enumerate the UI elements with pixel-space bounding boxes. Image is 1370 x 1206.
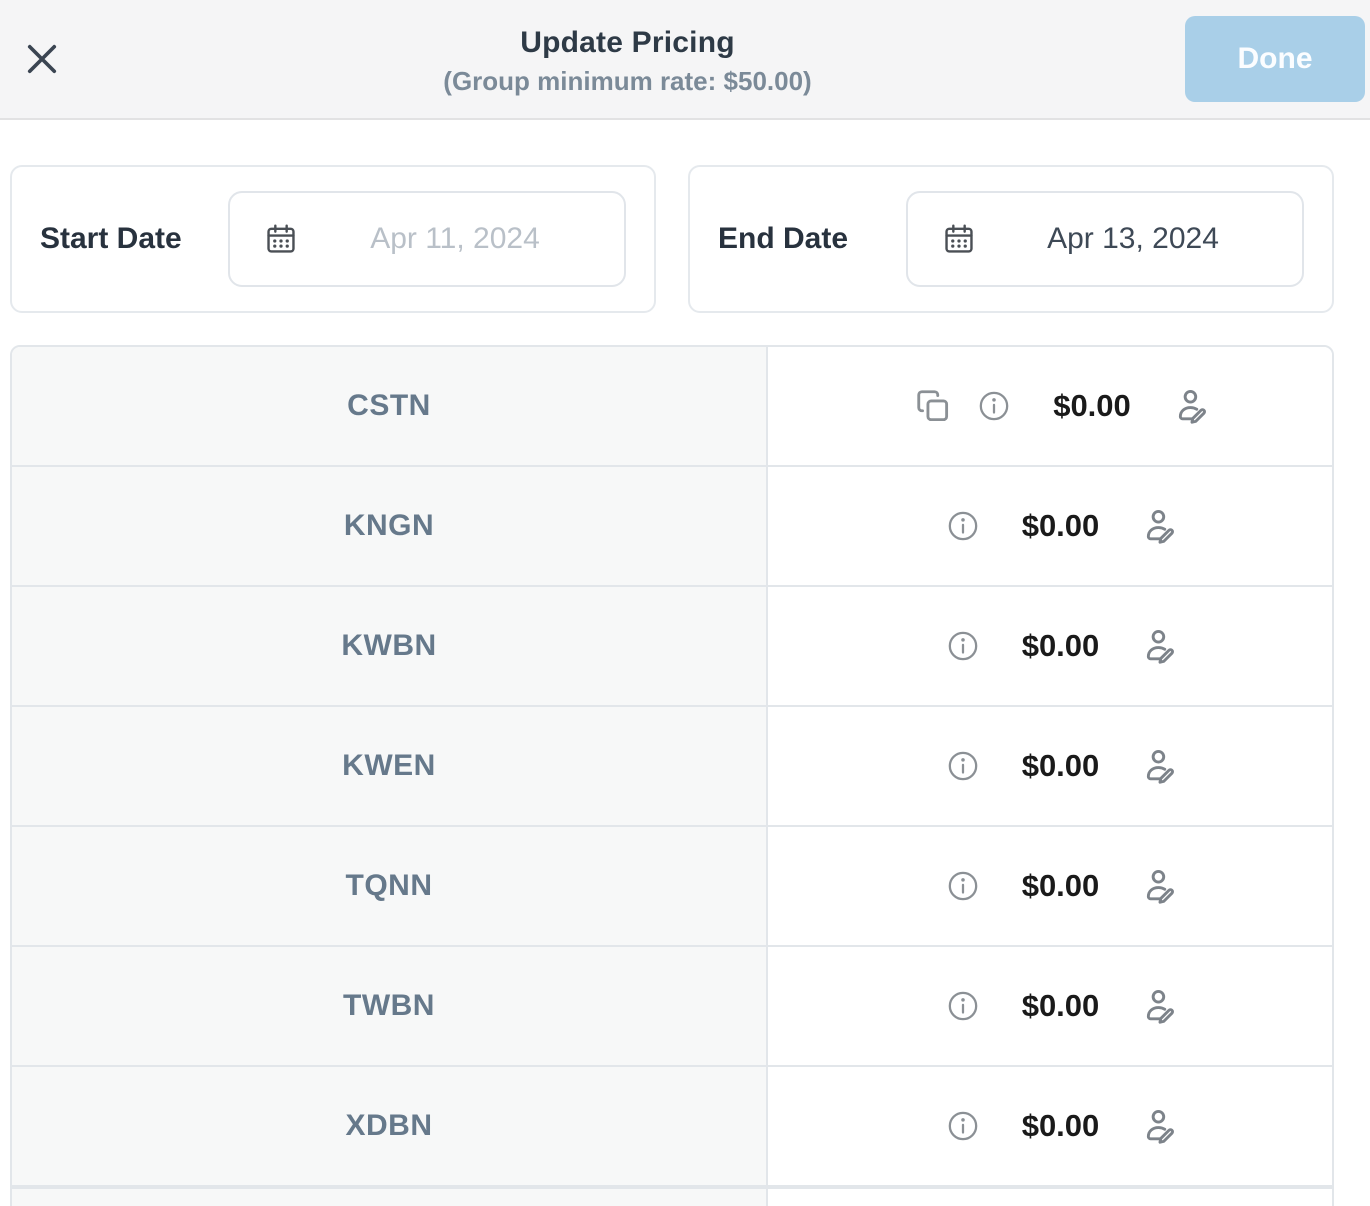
table-row-partial xyxy=(12,1187,1332,1206)
calendar-icon xyxy=(264,222,298,256)
row-actions: $0.00 xyxy=(782,1067,1332,1185)
room-type-code: KWBN xyxy=(12,587,768,705)
close-icon[interactable] xyxy=(14,31,70,87)
row-actions: $0.00 xyxy=(782,347,1332,465)
info-icon[interactable] xyxy=(977,389,1011,423)
user-edit-icon[interactable] xyxy=(1141,986,1182,1027)
user-edit-icon[interactable] xyxy=(1141,626,1182,667)
user-edit-icon[interactable] xyxy=(1141,866,1182,907)
user-edit-icon[interactable] xyxy=(1173,386,1214,427)
row-actions: $0.00 xyxy=(782,947,1332,1065)
modal-header: Update Pricing (Group minimum rate: $50.… xyxy=(0,0,1370,120)
info-icon[interactable] xyxy=(946,749,980,783)
price-value: $0.00 xyxy=(1021,748,1100,783)
done-button[interactable]: Done xyxy=(1185,16,1365,102)
header-title-block: Update Pricing (Group minimum rate: $50.… xyxy=(70,22,1185,97)
copy-icon[interactable] xyxy=(914,387,952,425)
info-icon[interactable] xyxy=(946,629,980,663)
info-icon[interactable] xyxy=(946,869,980,903)
room-type-code: KNGN xyxy=(12,467,768,585)
room-type-code: XDBN xyxy=(12,1067,768,1185)
info-icon[interactable] xyxy=(946,989,980,1023)
calendar-icon xyxy=(942,222,976,256)
table-row: TQNN $0.00 xyxy=(12,827,1332,947)
room-type-code: CSTN xyxy=(12,347,768,465)
room-type-code: TWBN xyxy=(12,947,768,1065)
start-date-card: Start Date Apr 11, 2024 xyxy=(10,165,656,313)
row-actions: $0.00 xyxy=(782,587,1332,705)
end-date-card: End Date Apr 13, 2024 xyxy=(688,165,1334,313)
end-date-input[interactable]: Apr 13, 2024 xyxy=(906,191,1304,287)
info-icon[interactable] xyxy=(946,509,980,543)
group-minimum-rate-subtitle: (Group minimum rate: $50.00) xyxy=(443,65,812,96)
row-actions xyxy=(782,1189,1332,1206)
info-icon[interactable] xyxy=(946,1109,980,1143)
start-date-label: Start Date xyxy=(40,222,182,255)
price-value: $0.00 xyxy=(1021,1108,1100,1143)
user-edit-icon[interactable] xyxy=(1141,1106,1182,1147)
start-date-placeholder: Apr 11, 2024 xyxy=(370,222,540,255)
table-row: KWEN $0.00 xyxy=(12,707,1332,827)
room-type-code: KWEN xyxy=(12,707,768,825)
table-row: KWBN $0.00 xyxy=(12,587,1332,707)
room-type-pricing-table: CSTN $0.00 xyxy=(10,345,1334,1206)
row-actions: $0.00 xyxy=(782,827,1332,945)
user-edit-icon[interactable] xyxy=(1141,746,1182,787)
date-range-section: Start Date Apr 11, 2024 End Date xyxy=(10,165,1334,313)
table-row: CSTN $0.00 xyxy=(12,347,1332,467)
price-value: $0.00 xyxy=(1021,508,1100,543)
room-type-code xyxy=(12,1189,768,1206)
price-value: $0.00 xyxy=(1021,988,1100,1023)
table-row: TWBN $0.00 xyxy=(12,947,1332,1067)
table-row: XDBN $0.00 xyxy=(12,1067,1332,1187)
user-edit-icon[interactable] xyxy=(1141,506,1182,547)
price-value: $0.00 xyxy=(1021,628,1100,663)
price-value: $0.00 xyxy=(1053,388,1131,423)
page-title: Update Pricing xyxy=(520,25,735,59)
end-date-label: End Date xyxy=(718,222,849,255)
end-date-value: Apr 13, 2024 xyxy=(1047,222,1219,255)
price-value: $0.00 xyxy=(1021,868,1100,903)
room-type-code: TQNN xyxy=(12,827,768,945)
table-row: KNGN $0.00 xyxy=(12,467,1332,587)
row-actions: $0.00 xyxy=(782,467,1332,585)
row-actions: $0.00 xyxy=(782,707,1332,825)
start-date-input[interactable]: Apr 11, 2024 xyxy=(228,191,626,287)
